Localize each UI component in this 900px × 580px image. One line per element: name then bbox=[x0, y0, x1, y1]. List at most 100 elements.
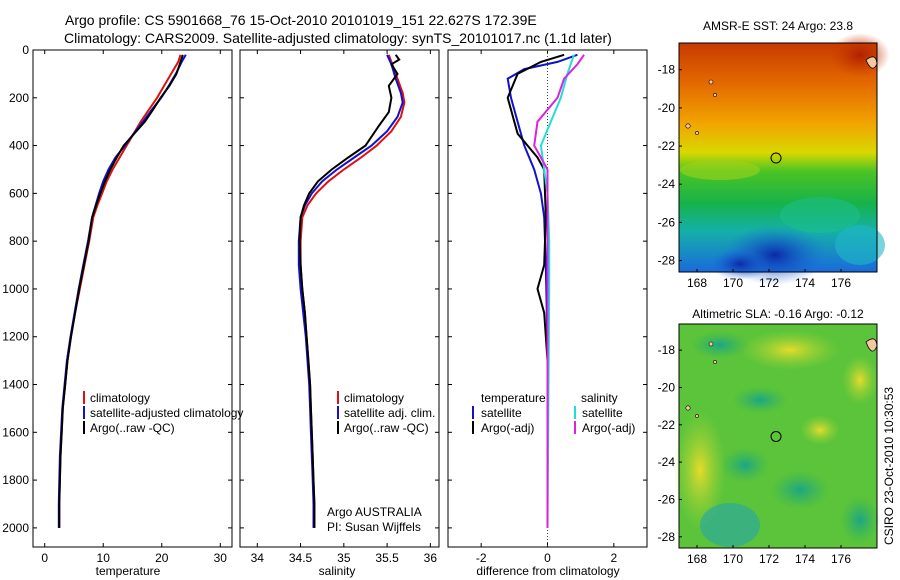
argo-program-annotation: Argo AUSTRALIA bbox=[327, 505, 422, 519]
island-icon bbox=[685, 405, 691, 411]
island-icon bbox=[708, 341, 714, 347]
temperature-axes-frame bbox=[32, 49, 233, 548]
series-line-temperature-argo-adj- bbox=[506, 53, 565, 528]
sla-map-ticks: 168 170 172 174 176 -18 -20 -22 -24 -26 -28 bbox=[658, 343, 852, 566]
map-x-tick-label: 174 bbox=[795, 552, 815, 566]
x-tick-label: 35.5 bbox=[375, 551, 399, 565]
legend-temp-satellite-label: satellite bbox=[481, 406, 522, 420]
argo-float-marker-icon bbox=[770, 431, 782, 443]
temperature-ticks: 0 200 400 600 800 1000 1200 1400 1600 1800 2000 0 10… bbox=[2, 43, 232, 565]
map-y-tick-label: -26 bbox=[658, 215, 676, 229]
series-line-salinity-argo-adj- bbox=[533, 54, 585, 528]
x-tick-label: 30 bbox=[214, 551, 228, 565]
island-icon bbox=[695, 414, 699, 418]
x-tick-label: -2 bbox=[476, 551, 487, 565]
sla-field-image bbox=[674, 324, 880, 548]
legend-sal-satellite-label: satellite bbox=[582, 406, 623, 420]
map-x-tick-label: 170 bbox=[723, 552, 743, 566]
y-tick-label: 200 bbox=[9, 91, 29, 105]
x-tick-label: 2 bbox=[610, 551, 617, 565]
y-tick-label: 600 bbox=[9, 186, 29, 200]
x-tick-label: 34.5 bbox=[289, 551, 313, 565]
temperature-legend: climatology satellite-adjusted climatolo… bbox=[83, 391, 243, 435]
legend-sal-argo-label: Argo(-adj) bbox=[582, 421, 635, 435]
temperature-panel: 0 200 400 600 800 1000 1200 1400 1600 1800 2000 0 10… bbox=[2, 43, 243, 578]
legend-salinity-header: salinity bbox=[581, 391, 618, 405]
y-tick-label: 1800 bbox=[2, 473, 29, 487]
y-tick-label: 400 bbox=[9, 139, 29, 153]
sla-map-panel: Altimetric SLA: -0.16 Argo: -0.12 168 170… bbox=[658, 307, 880, 566]
y-tick-label: 1200 bbox=[2, 330, 29, 344]
legend-satellite-label: satellite-adjusted climatology bbox=[90, 406, 243, 420]
y-tick-label: 1600 bbox=[2, 425, 29, 439]
legend-temp-argo-label: Argo(-adj) bbox=[481, 421, 534, 435]
x-tick-label: 20 bbox=[155, 551, 169, 565]
map-y-tick-label: -24 bbox=[658, 177, 676, 191]
island-icon bbox=[713, 93, 717, 97]
sst-map-panel: AMSR-E SST: 24 Argo: 23.8 168 170 172 174 17… bbox=[658, 19, 890, 290]
difference-panel: -2 0 2 difference from climatology tempera… bbox=[447, 49, 648, 578]
map-y-tick-label: -24 bbox=[658, 455, 676, 469]
map-y-tick-label: -20 bbox=[658, 101, 676, 115]
map-x-tick-label: 176 bbox=[831, 552, 851, 566]
y-tick-label: 1000 bbox=[2, 282, 29, 296]
map-y-tick-label: -28 bbox=[658, 254, 676, 268]
sst-map-ticks: 168 170 172 174 176 -18 -20 -22 -24 -26 -28 bbox=[658, 63, 852, 290]
map-y-tick-label: -28 bbox=[658, 530, 676, 544]
map-x-tick-label: 170 bbox=[723, 276, 743, 290]
salinity-panel: 34 34.5 35 35.5 36 salinity climatology sate… bbox=[239, 49, 440, 578]
figure-title-line1: Argo profile: CS 5901668_76 15-Oct-2010 … bbox=[65, 12, 537, 28]
legend-argo-label: Argo(..raw -QC) bbox=[344, 421, 429, 435]
legend-climatology-label: climatology bbox=[344, 391, 404, 405]
map-y-tick-label: -18 bbox=[658, 63, 676, 77]
map-x-tick-label: 168 bbox=[687, 276, 707, 290]
legend-satellite-label: satellite adj. clim. bbox=[344, 406, 435, 420]
difference-xlabel: difference from climatology bbox=[476, 564, 619, 578]
island-icon bbox=[695, 131, 699, 135]
map-y-tick-label: -22 bbox=[658, 418, 676, 432]
legend-temperature-header: temperature bbox=[481, 391, 546, 405]
salinity-lines bbox=[297, 54, 406, 528]
difference-ticks: -2 0 2 bbox=[448, 49, 647, 565]
series-line-temperature-satellite bbox=[506, 53, 578, 528]
salinity-xlabel: salinity bbox=[319, 564, 356, 578]
temperature-xlabel: temperature bbox=[96, 564, 161, 578]
y-tick-label: 1400 bbox=[2, 378, 29, 392]
y-tick-label: 0 bbox=[22, 43, 29, 57]
series-line-salinity-satellite bbox=[539, 54, 575, 528]
x-tick-label: 0 bbox=[544, 551, 551, 565]
figure-title-line2: Climatology: CARS2009. Satellite-adjuste… bbox=[64, 30, 612, 46]
sst-map-frame bbox=[678, 42, 878, 273]
series-line-climatology bbox=[299, 54, 406, 528]
x-tick-label: 36 bbox=[424, 551, 438, 565]
series-line-argo-raw-qc- bbox=[298, 54, 401, 528]
legend-climatology-label: climatology bbox=[90, 391, 150, 405]
y-tick-label: 800 bbox=[9, 234, 29, 248]
temperature-lines bbox=[57, 54, 187, 528]
map-x-tick-label: 172 bbox=[759, 276, 779, 290]
series-line-satellite-adj-clim- bbox=[297, 54, 404, 528]
x-tick-label: 35 bbox=[337, 551, 351, 565]
sla-map-frame bbox=[678, 323, 878, 549]
island-icon bbox=[708, 79, 714, 85]
sla-map-title: Altimetric SLA: -0.16 Argo: -0.12 bbox=[692, 307, 864, 321]
x-tick-label: 0 bbox=[41, 551, 48, 565]
map-x-tick-label: 174 bbox=[795, 276, 815, 290]
map-x-tick-label: 172 bbox=[759, 552, 779, 566]
credit-timestamp: CSIRO 23-Oct-2010 10:30:53 bbox=[882, 387, 896, 545]
salinity-legend: climatology satellite adj. clim. Argo(..… bbox=[337, 391, 435, 435]
x-tick-label: 34 bbox=[251, 551, 265, 565]
map-x-tick-label: 176 bbox=[831, 276, 851, 290]
map-y-tick-label: -26 bbox=[658, 492, 676, 506]
x-tick-label: 10 bbox=[97, 551, 111, 565]
salinity-axes-frame bbox=[239, 49, 440, 548]
legend-argo-label: Argo(..raw -QC) bbox=[90, 421, 175, 435]
salinity-ticks: 34 34.5 35 35.5 36 bbox=[240, 49, 439, 565]
series-line-argo-raw-qc- bbox=[58, 54, 184, 528]
difference-lines bbox=[506, 53, 585, 528]
map-y-tick-label: -18 bbox=[658, 343, 676, 357]
difference-legend: temperature satellite Argo(-adj) salinit… bbox=[472, 391, 635, 435]
principal-investigator-annotation: PI: Susan Wijffels bbox=[327, 520, 421, 534]
sst-map-title: AMSR-E SST: 24 Argo: 23.8 bbox=[703, 19, 853, 33]
map-y-tick-label: -20 bbox=[658, 380, 676, 394]
